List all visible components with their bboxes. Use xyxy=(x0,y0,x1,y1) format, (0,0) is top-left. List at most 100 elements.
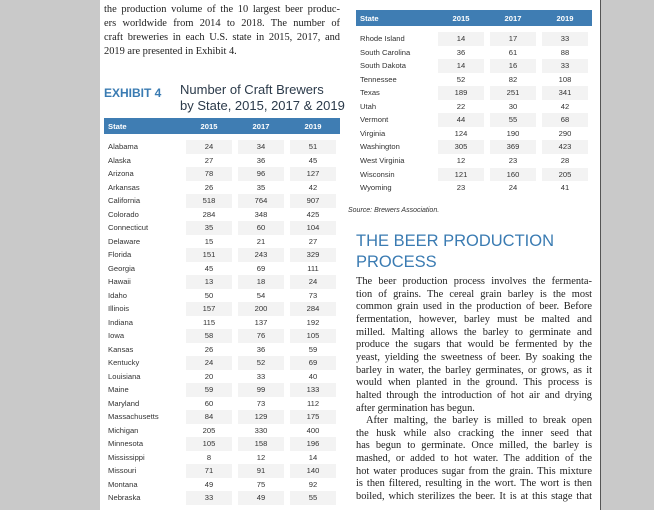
state-cell: Washington xyxy=(360,142,400,152)
cell-bg xyxy=(290,315,336,329)
cell-bg xyxy=(490,99,536,114)
state-cell: Tennessee xyxy=(360,74,397,84)
cell-bg xyxy=(238,477,284,491)
intro-line: the production volume of the 10 largest … xyxy=(104,4,340,15)
value-cell: 41 xyxy=(560,183,570,193)
value-cell: 175 xyxy=(306,412,320,421)
cell-bg xyxy=(290,207,336,221)
cell-bg xyxy=(238,167,284,181)
cell-bg xyxy=(186,234,232,248)
body-line: mashed, or added to hot water. The addit… xyxy=(356,453,592,465)
value-cell: 24 xyxy=(204,358,214,367)
cell-bg xyxy=(238,342,284,356)
state-cell: Delaware xyxy=(108,236,141,246)
value-cell: 35 xyxy=(256,182,266,192)
value-cell: 13 xyxy=(204,277,214,286)
cell-bg xyxy=(186,342,232,356)
cell-bg xyxy=(290,477,336,491)
value-cell: 907 xyxy=(306,196,320,205)
value-cell: 341 xyxy=(558,88,572,98)
cell-bg xyxy=(238,221,284,235)
value-cell: 115 xyxy=(202,317,216,327)
value-cell: 205 xyxy=(558,169,572,179)
header-cell: State xyxy=(360,14,379,23)
value-cell: 71 xyxy=(204,466,214,475)
cell-bg xyxy=(490,86,536,100)
cell-bg xyxy=(238,464,284,478)
body-line: boiled, which sterilizes the beer. It is… xyxy=(356,491,592,503)
value-cell: 73 xyxy=(256,398,266,408)
header-cell: State xyxy=(108,122,127,131)
state-cell: Vermont xyxy=(360,115,389,125)
cell-bg xyxy=(542,32,588,46)
value-cell: 423 xyxy=(558,142,572,152)
value-cell: 12 xyxy=(456,155,466,165)
cell-bg xyxy=(238,383,284,397)
state-cell: Virginia xyxy=(360,128,386,138)
cell-bg xyxy=(290,410,336,424)
value-cell: 518 xyxy=(202,196,216,205)
cell-bg xyxy=(290,248,336,262)
value-cell: 84 xyxy=(204,412,214,421)
value-cell: 92 xyxy=(308,479,318,489)
cell-bg xyxy=(186,477,232,491)
value-cell: 14 xyxy=(456,61,466,71)
value-cell: 23 xyxy=(456,183,466,193)
cell-bg xyxy=(490,140,536,154)
cell-bg xyxy=(542,140,588,154)
cell-bg xyxy=(186,180,232,194)
value-cell: 61 xyxy=(508,47,518,57)
value-cell: 30 xyxy=(508,101,518,111)
cell-bg xyxy=(438,72,484,87)
cell-bg xyxy=(490,32,536,46)
value-cell: 21 xyxy=(256,236,266,246)
value-cell: 27 xyxy=(308,236,318,246)
cell-bg xyxy=(542,45,588,60)
cell-bg xyxy=(186,383,232,397)
cell-bg xyxy=(186,315,232,329)
value-cell: 400 xyxy=(306,425,320,435)
state-cell: Mississippi xyxy=(108,452,145,462)
value-cell: 330 xyxy=(254,425,268,435)
value-cell: 111 xyxy=(307,263,319,273)
cell-bg xyxy=(238,491,284,505)
state-cell: Missouri xyxy=(108,466,137,475)
cell-bg xyxy=(186,207,232,221)
state-cell: Illinois xyxy=(108,304,130,313)
state-cell: Wisconsin xyxy=(360,169,395,179)
value-cell: 127 xyxy=(306,169,320,178)
value-cell: 190 xyxy=(506,128,520,138)
state-cell: Montana xyxy=(108,479,138,489)
body-line: milled. Malting allows the barley to ger… xyxy=(356,326,592,338)
value-cell: 36 xyxy=(456,47,466,57)
value-cell: 8 xyxy=(206,452,212,462)
cell-bg xyxy=(542,59,588,73)
cell-bg xyxy=(238,369,284,383)
value-cell: 69 xyxy=(256,263,266,273)
value-cell: 45 xyxy=(204,263,214,273)
cell-bg xyxy=(438,153,484,168)
source: Source: Brewers Association. xyxy=(348,207,440,214)
value-cell: 52 xyxy=(456,74,466,84)
exhibit-title: Number of Craft Brewers xyxy=(180,82,324,97)
cell-bg xyxy=(290,302,336,316)
cell-bg xyxy=(438,167,484,182)
section-heading: THE BEER PRODUCTION xyxy=(356,232,555,250)
value-cell: 44 xyxy=(456,115,466,125)
cell-bg xyxy=(490,126,536,141)
cell-bg xyxy=(290,180,336,194)
value-cell: 22 xyxy=(456,101,466,111)
value-cell: 305 xyxy=(454,142,468,152)
header-cell: 2019 xyxy=(304,122,322,131)
cell-bg xyxy=(290,396,336,410)
value-cell: 76 xyxy=(256,331,266,340)
body-line: hot water produces sugar from the grain.… xyxy=(356,465,592,477)
cell-bg xyxy=(186,221,232,235)
value-cell: 60 xyxy=(256,223,266,232)
value-cell: 157 xyxy=(202,304,216,313)
state-cell: Kentucky xyxy=(108,358,140,367)
cell-bg xyxy=(490,153,536,168)
value-cell: 14 xyxy=(308,452,318,462)
value-cell: 82 xyxy=(508,74,518,84)
cell-bg xyxy=(542,126,588,141)
